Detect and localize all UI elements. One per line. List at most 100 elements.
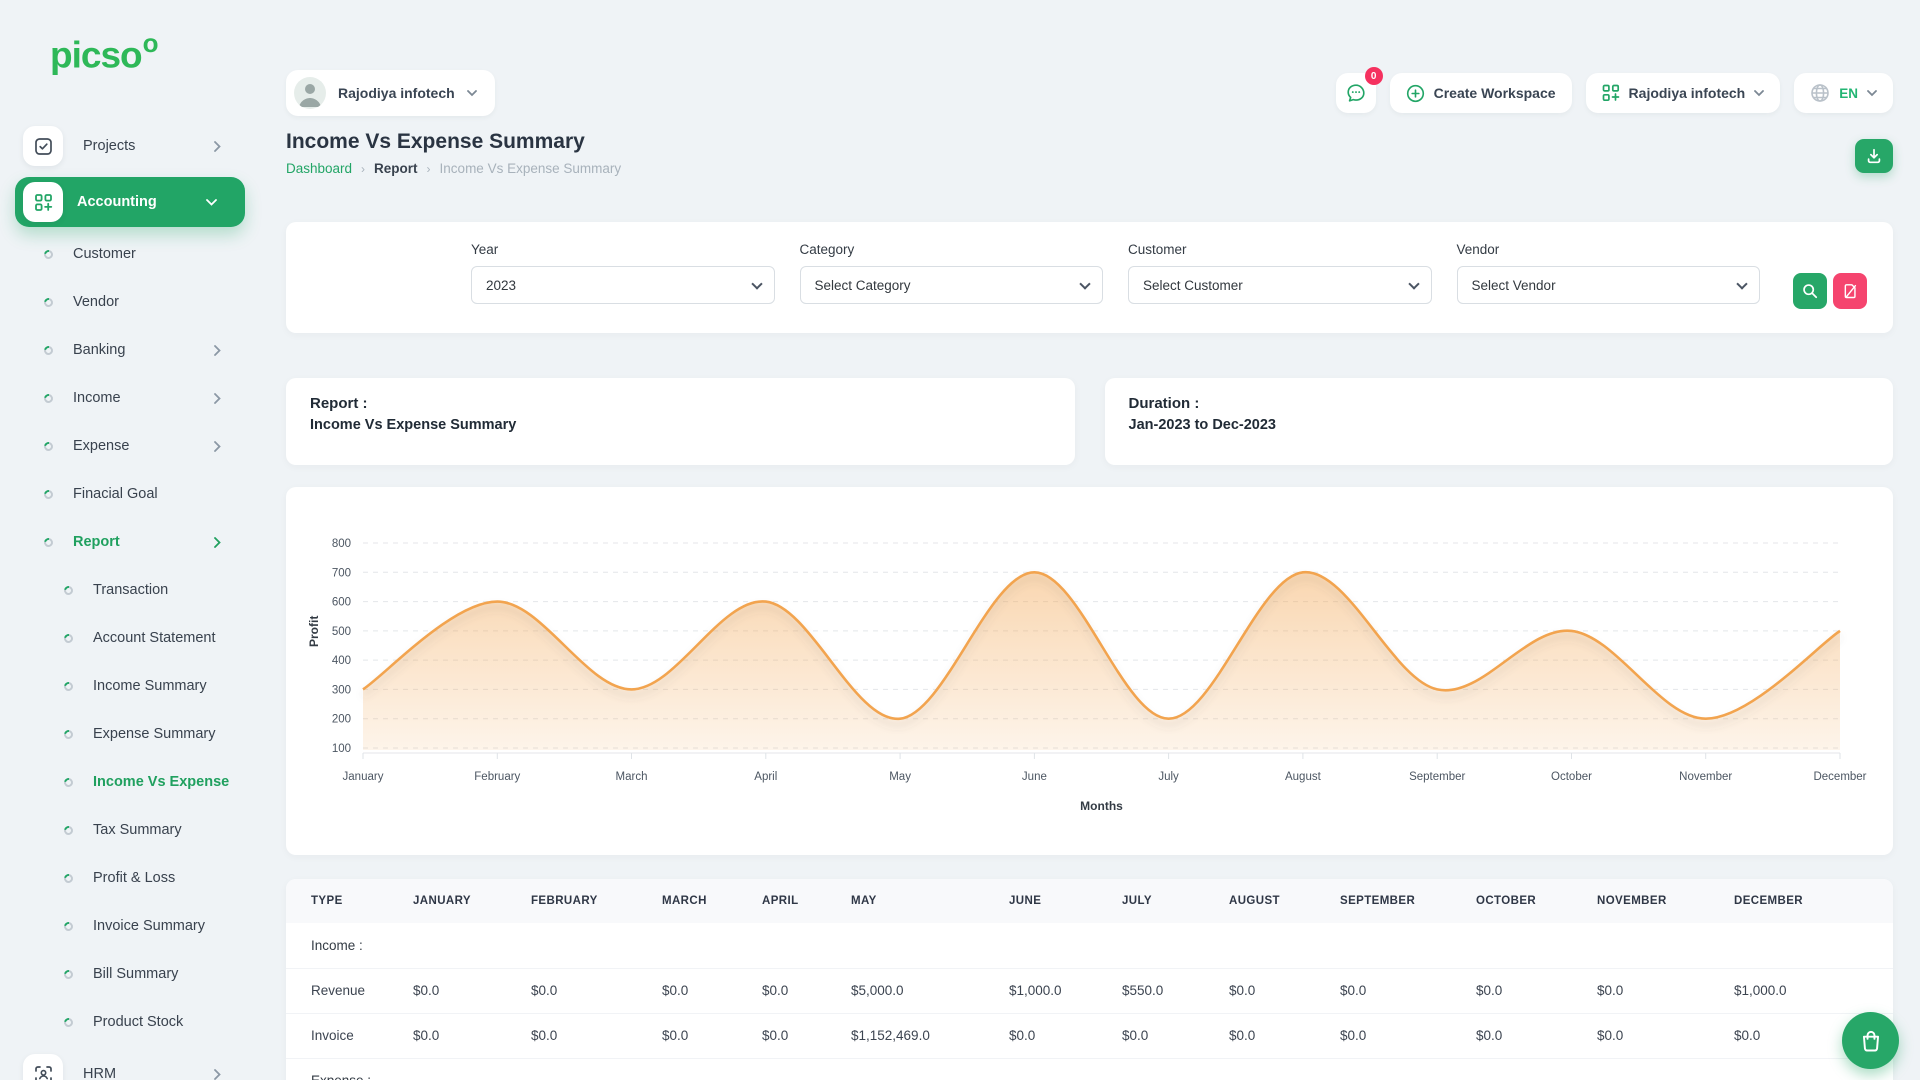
messages-badge: 0 [1364, 67, 1383, 85]
column-header: AUGUST [1229, 879, 1340, 923]
cell-value: $0.0 [1597, 1012, 1734, 1058]
cart-fab-button[interactable] [1842, 1012, 1899, 1069]
svg-text:October: October [1551, 771, 1592, 783]
sidebar-item-label: Vendor [73, 294, 119, 310]
sidebar-item-label: Banking [73, 342, 126, 358]
cell-value: $5,000.0 [851, 967, 1009, 1013]
breadcrumb-dashboard[interactable]: Dashboard [286, 161, 353, 176]
chevron-down-icon [206, 198, 217, 206]
sidebar-item-report[interactable]: Report [0, 518, 257, 566]
bullet-icon [62, 919, 75, 933]
sidebar-item-bill-summary[interactable]: Bill Summary [0, 950, 257, 998]
topbar: Rajodiya infotech 0 Create Workspace Raj… [286, 67, 1893, 116]
workspace-switcher[interactable]: Rajodiya infotech [1585, 73, 1781, 113]
cell-value: $0.0 [531, 1012, 662, 1058]
vendor-select[interactable]: Select Vendor [1456, 266, 1760, 304]
messages-button[interactable]: 0 [1335, 67, 1383, 113]
bullet-icon [62, 871, 75, 885]
bullet-icon [62, 1015, 75, 1029]
bullet-icon [62, 823, 75, 837]
bullet-icon [42, 487, 55, 501]
year-select[interactable]: 2023 [471, 266, 775, 304]
svg-text:200: 200 [332, 714, 351, 726]
sidebar-item-tax-summary[interactable]: Tax Summary [0, 806, 257, 854]
sidebar-item-accounting[interactable]: Accounting [15, 177, 245, 227]
shopping-bag-icon [1862, 1030, 1879, 1052]
table-row: Revenue $0.0 $0.0 $0.0 $0.0 $5,000.0 $1,000.0 $… [286, 967, 1893, 1013]
sidebar-item-transaction[interactable]: Transaction [0, 566, 257, 614]
bullet-icon [42, 343, 55, 357]
customer-select[interactable]: Select Customer [1128, 266, 1432, 304]
column-header: MARCH [662, 879, 762, 923]
svg-text:600: 600 [332, 597, 351, 609]
chevron-right-icon [214, 140, 221, 152]
column-header: FEBRUARY [531, 879, 662, 923]
breadcrumb-report[interactable]: Report [374, 161, 418, 176]
create-workspace-button[interactable]: Create Workspace [1389, 73, 1572, 113]
bullet-icon [42, 295, 55, 309]
cell-value: $0.0 [1229, 1012, 1340, 1058]
duration-summary-card: Duration : Jan-2023 to Dec-2023 [1104, 378, 1893, 465]
sidebar-item-profit-loss[interactable]: Profit & Loss [0, 854, 257, 902]
svg-text:Profit: Profit [307, 616, 321, 647]
sidebar-item-finacial-goal[interactable]: Finacial Goal [0, 470, 257, 518]
sidebar-item-vendor[interactable]: Vendor [0, 278, 257, 326]
svg-text:100: 100 [332, 743, 351, 755]
sidebar-item-account-statement[interactable]: Account Statement [0, 614, 257, 662]
svg-text:800: 800 [332, 538, 351, 550]
column-header: APRIL [762, 879, 851, 923]
sidebar-item-income-summary[interactable]: Income Summary [0, 662, 257, 710]
sidebar-item-label: Customer [73, 246, 136, 262]
sidebar-item-customer[interactable]: Customer [0, 230, 257, 278]
sidebar-item-label: Invoice Summary [93, 918, 206, 934]
svg-text:500: 500 [332, 626, 351, 638]
app-logo[interactable]: picsoo [50, 28, 159, 76]
chat-icon [1347, 84, 1365, 102]
category-select[interactable]: Select Category [799, 266, 1103, 304]
duration-label: Duration : [1128, 395, 1200, 412]
table-section-row: Expense : [286, 1057, 1893, 1080]
sidebar-item-income[interactable]: Income [0, 374, 257, 422]
breadcrumb-separator: › [361, 161, 366, 176]
cell-value: $1,152,469.0 [851, 1012, 1009, 1058]
vendor-label: Vendor [1456, 242, 1500, 257]
sidebar-item-expense-summary[interactable]: Expense Summary [0, 710, 257, 758]
column-header: JANUARY [413, 879, 531, 923]
language-selector[interactable]: EN [1794, 73, 1893, 113]
svg-text:April: April [754, 771, 777, 783]
sidebar-item-banking[interactable]: Banking [0, 326, 257, 374]
bullet-icon [62, 679, 75, 693]
sidebar-item-hrm[interactable]: HRM [0, 1046, 257, 1080]
download-report-button[interactable] [1855, 139, 1893, 173]
row-type: Revenue [286, 967, 413, 1013]
reset-filter-button[interactable] [1833, 273, 1867, 309]
sidebar-item-label: Projects [83, 138, 136, 154]
sidebar-item-product-stock[interactable]: Product Stock [0, 998, 257, 1046]
svg-text:August: August [1285, 771, 1322, 783]
column-header: MAY [851, 879, 1009, 923]
chevron-down-icon [750, 278, 763, 290]
sidebar-item-invoice-summary[interactable]: Invoice Summary [0, 902, 257, 950]
bullet-icon [42, 535, 55, 549]
chevron-right-icon [214, 440, 221, 452]
chevron-down-icon [1736, 278, 1748, 290]
sidebar-item-projects[interactable]: Projects [0, 118, 257, 174]
row-type: Invoice [286, 1012, 413, 1058]
chevron-right-icon [214, 536, 221, 548]
sidebar-item-income-vs-expense[interactable]: Income Vs Expense [0, 758, 257, 806]
cell-value: $0.0 [1597, 967, 1734, 1013]
column-header: JUNE [1009, 879, 1122, 923]
chevron-down-icon [1867, 89, 1877, 96]
page-title: Income Vs Expense Summary [286, 130, 585, 153]
bullet-icon [62, 967, 75, 981]
apply-filter-button[interactable] [1793, 273, 1827, 309]
svg-text:March: March [616, 771, 648, 783]
user-menu[interactable]: Rajodiya infotech [286, 70, 495, 116]
sidebar-item-expense[interactable]: Expense [0, 422, 257, 470]
filters-panel: Year 2023 Category Select Category Custo… [286, 222, 1893, 333]
cell-value: $0.0 [531, 967, 662, 1013]
svg-text:June: June [1022, 771, 1047, 783]
sidebar-item-label: Tax Summary [93, 822, 182, 838]
user-name: Rajodiya infotech [338, 85, 455, 101]
customer-value: Select Customer [1143, 277, 1243, 293]
